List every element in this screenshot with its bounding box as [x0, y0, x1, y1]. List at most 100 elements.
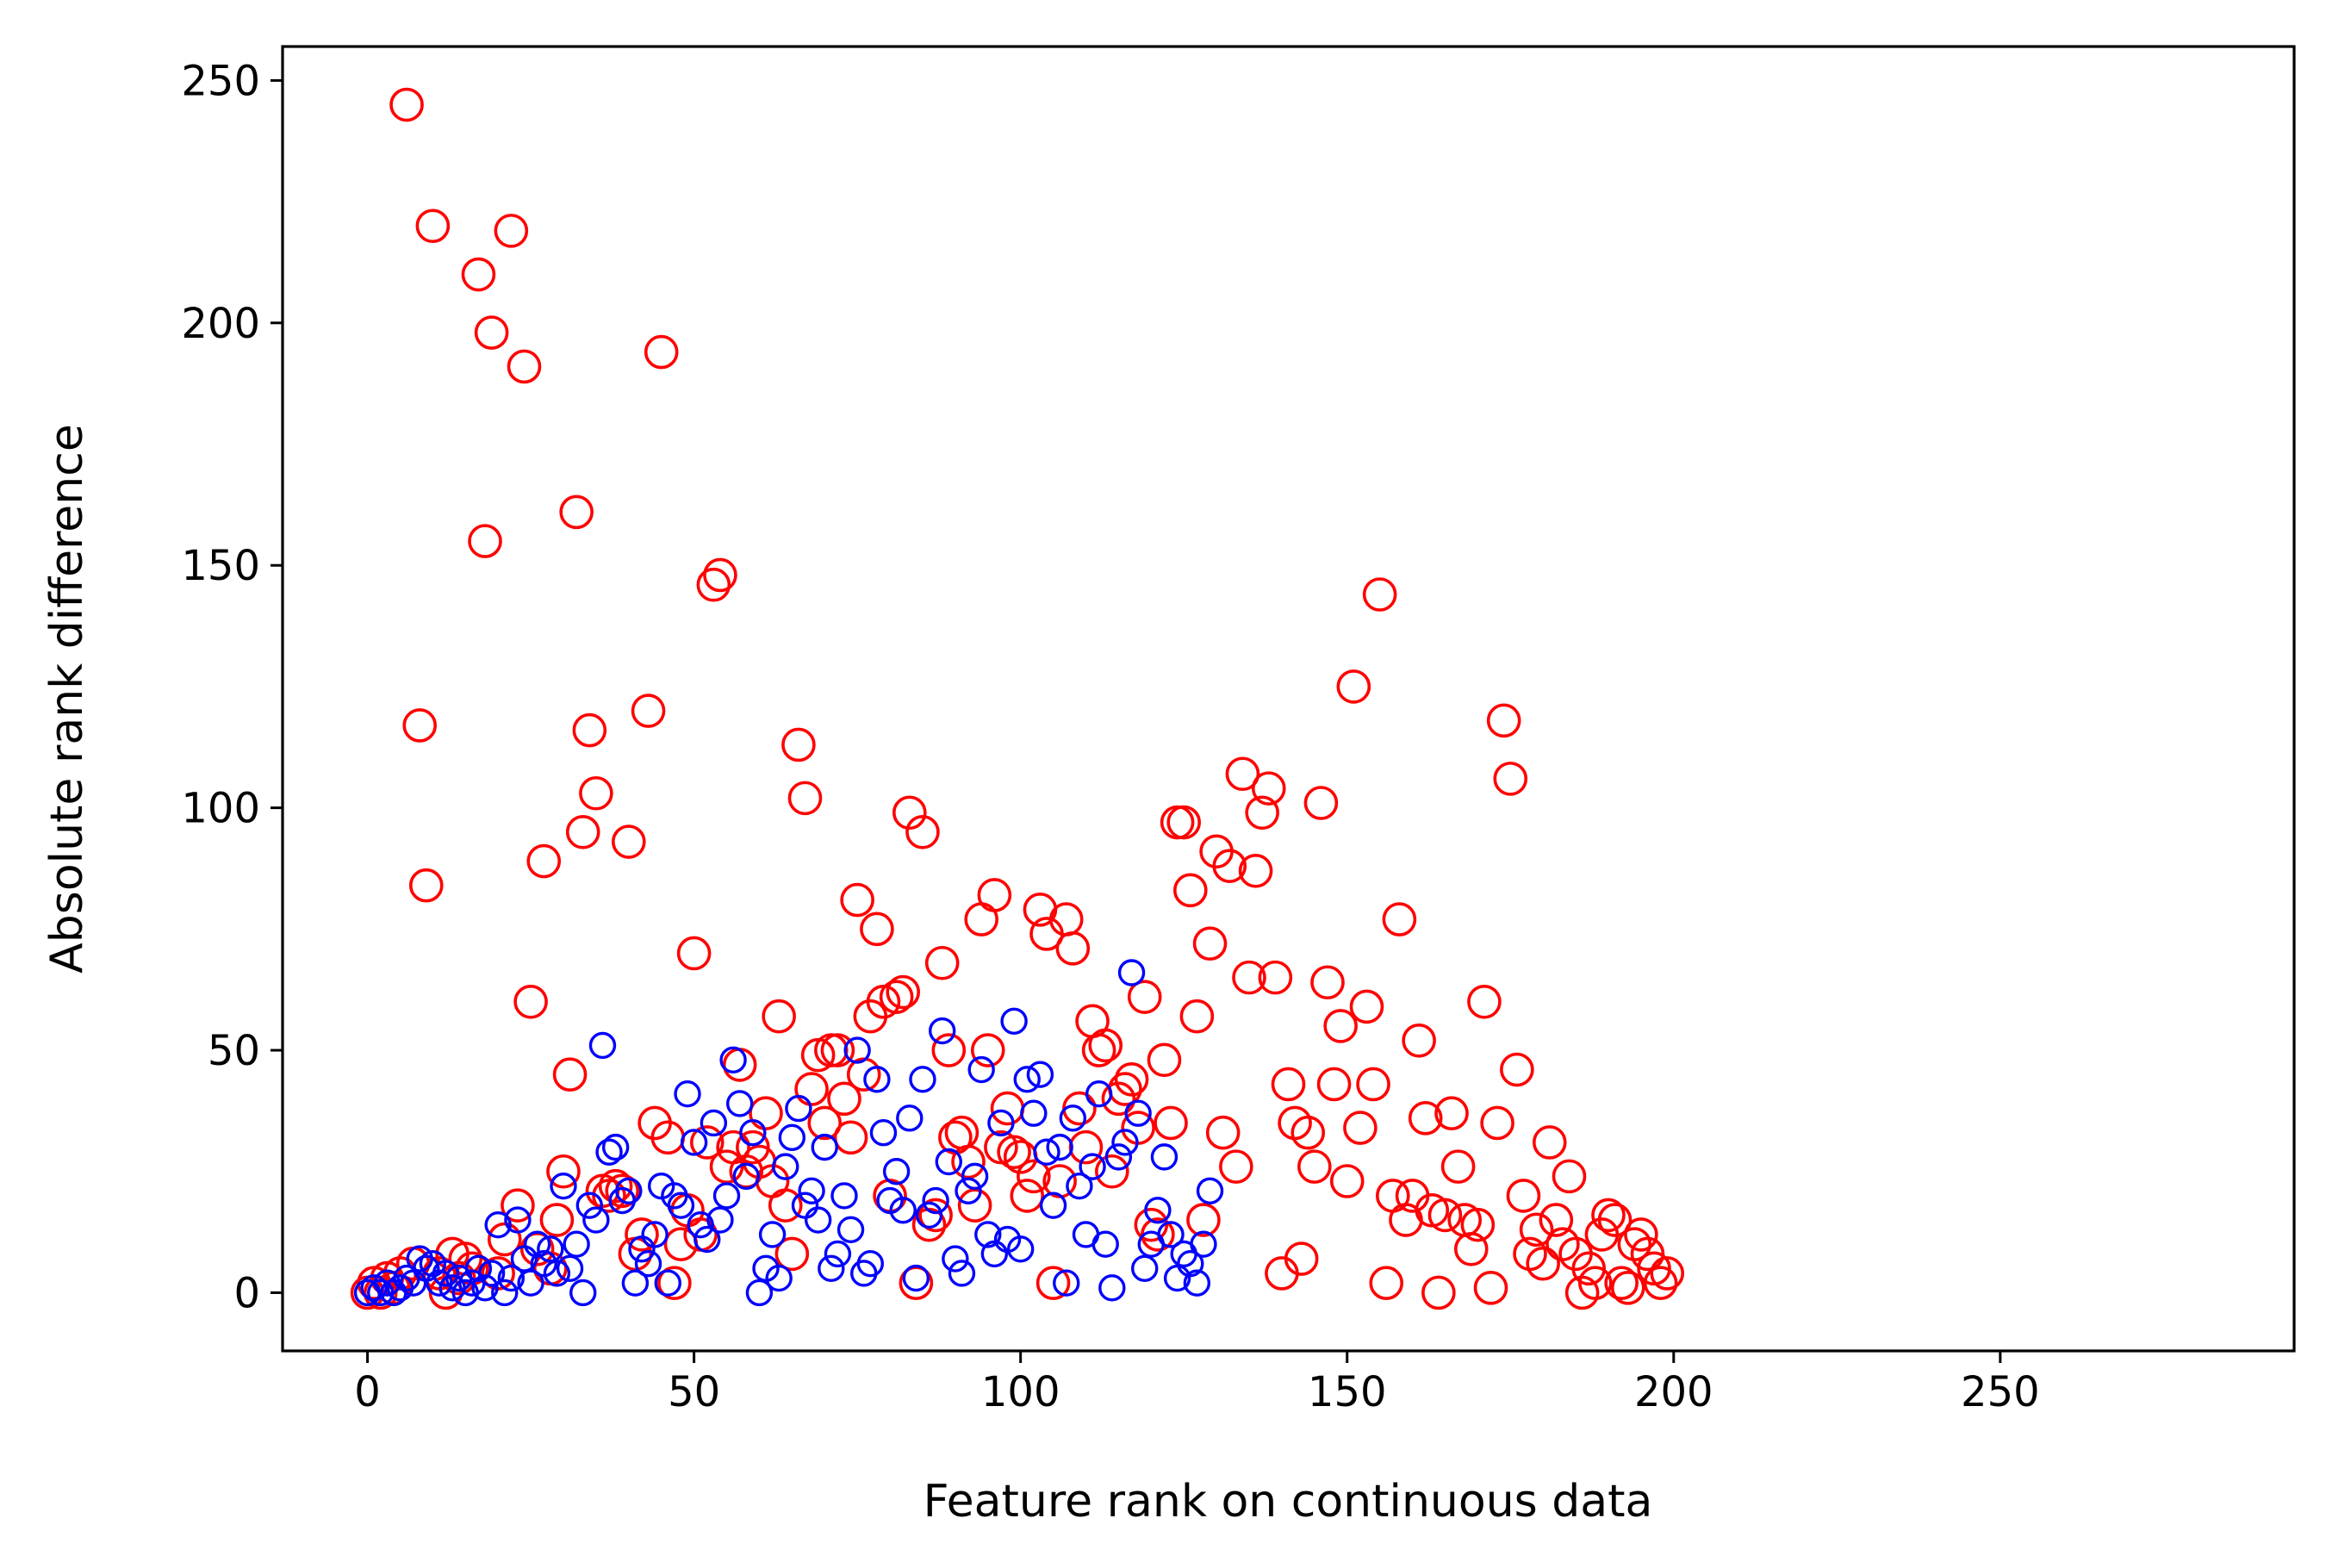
data-point — [1134, 1207, 1169, 1242]
data-point — [892, 795, 927, 831]
data-point — [1172, 873, 1208, 908]
data-point — [811, 1133, 838, 1161]
data-point — [1500, 1052, 1534, 1087]
data-point — [807, 1105, 843, 1141]
data-point — [840, 882, 874, 918]
data-point — [758, 1221, 787, 1248]
data-point — [1323, 1009, 1358, 1043]
data-point — [432, 1260, 460, 1287]
data-point — [575, 1192, 604, 1219]
data-point — [667, 1192, 695, 1219]
data-point — [882, 1158, 911, 1185]
data-point — [1085, 1080, 1113, 1108]
data-point — [644, 334, 679, 370]
data-point — [739, 1119, 767, 1147]
data-point — [1183, 1269, 1211, 1297]
data-point — [501, 1188, 535, 1223]
data-point — [712, 1182, 741, 1210]
data-point — [818, 1254, 845, 1283]
data-point — [1369, 1266, 1404, 1301]
x-tick-label: 150 — [1308, 1368, 1387, 1416]
data-point — [879, 980, 914, 1014]
data-point — [1020, 1099, 1048, 1127]
data-point — [1033, 1138, 1060, 1166]
data-point — [896, 1104, 924, 1132]
data-point — [1480, 1105, 1514, 1141]
data-point — [1421, 1275, 1456, 1310]
data-point — [703, 557, 737, 593]
data-point — [1303, 786, 1339, 820]
data-point — [546, 1154, 581, 1189]
data-point — [719, 1046, 747, 1074]
data-point — [1053, 1269, 1080, 1297]
data-point — [654, 1269, 681, 1297]
data-point — [918, 1198, 953, 1233]
data-point — [1219, 1149, 1253, 1184]
data-point — [709, 1149, 744, 1184]
data-point — [1440, 1149, 1476, 1184]
y-tick-label: 100 — [181, 785, 260, 833]
data-point — [1382, 902, 1417, 936]
data-point — [1026, 1061, 1054, 1088]
axis-ticks: 0 50 100 150 200 250 0 50 100 150 200 250 — [181, 57, 2039, 1416]
data-point — [415, 208, 451, 244]
data-point — [1091, 1230, 1119, 1258]
data-point — [687, 1210, 714, 1239]
data-point — [745, 1279, 774, 1307]
data-point — [1402, 1023, 1436, 1058]
data-point — [1127, 980, 1162, 1014]
data-point — [924, 945, 960, 980]
data-point — [798, 1177, 825, 1204]
data-point — [491, 1279, 519, 1307]
data-point — [1506, 1179, 1541, 1213]
series-1-points — [350, 87, 1685, 1310]
y-tick-label: 0 — [233, 1269, 260, 1317]
data-point — [948, 1260, 976, 1287]
data-point — [1251, 771, 1286, 806]
data-point — [957, 1188, 992, 1223]
data-point — [1343, 1111, 1378, 1145]
data-point — [1081, 1033, 1116, 1067]
data-point — [1238, 854, 1273, 888]
data-point — [1597, 1203, 1633, 1237]
data-point — [1591, 1198, 1626, 1233]
data-point — [1131, 1254, 1159, 1283]
data-point — [494, 214, 529, 248]
data-point — [1111, 1129, 1139, 1156]
data-point — [772, 1153, 799, 1180]
data-point — [389, 87, 424, 122]
data-point — [1179, 999, 1215, 1034]
data-point — [974, 1221, 1002, 1248]
data-point — [621, 1269, 650, 1297]
data-point — [1157, 1221, 1185, 1248]
data-point — [1114, 1062, 1149, 1097]
data-point — [843, 1036, 871, 1064]
data-point — [1610, 1271, 1645, 1305]
data-point — [987, 1109, 1015, 1137]
data-point — [1467, 984, 1502, 1019]
x-tick-label: 100 — [981, 1368, 1060, 1416]
data-point — [902, 1264, 930, 1292]
data-point — [631, 694, 666, 728]
data-point — [922, 1186, 949, 1215]
x-axis-label: Feature rank on continuous data — [924, 1476, 1653, 1528]
data-point — [787, 781, 823, 816]
data-point — [1017, 1159, 1051, 1194]
data-point — [1101, 1081, 1136, 1117]
data-point — [1059, 1104, 1087, 1132]
data-point — [1493, 762, 1528, 796]
data-point — [487, 1222, 522, 1257]
data-point — [474, 315, 509, 350]
data-point — [955, 1177, 982, 1204]
data-point — [1532, 1125, 1567, 1160]
data-point — [507, 349, 542, 384]
data-point — [830, 1182, 858, 1210]
data-point — [680, 1129, 708, 1156]
y-tick-label: 50 — [208, 1027, 260, 1075]
series-2-points — [353, 959, 1224, 1307]
data-point — [526, 843, 562, 879]
data-point — [935, 1148, 962, 1176]
data-point — [863, 1066, 891, 1093]
data-point — [1290, 1115, 1326, 1150]
